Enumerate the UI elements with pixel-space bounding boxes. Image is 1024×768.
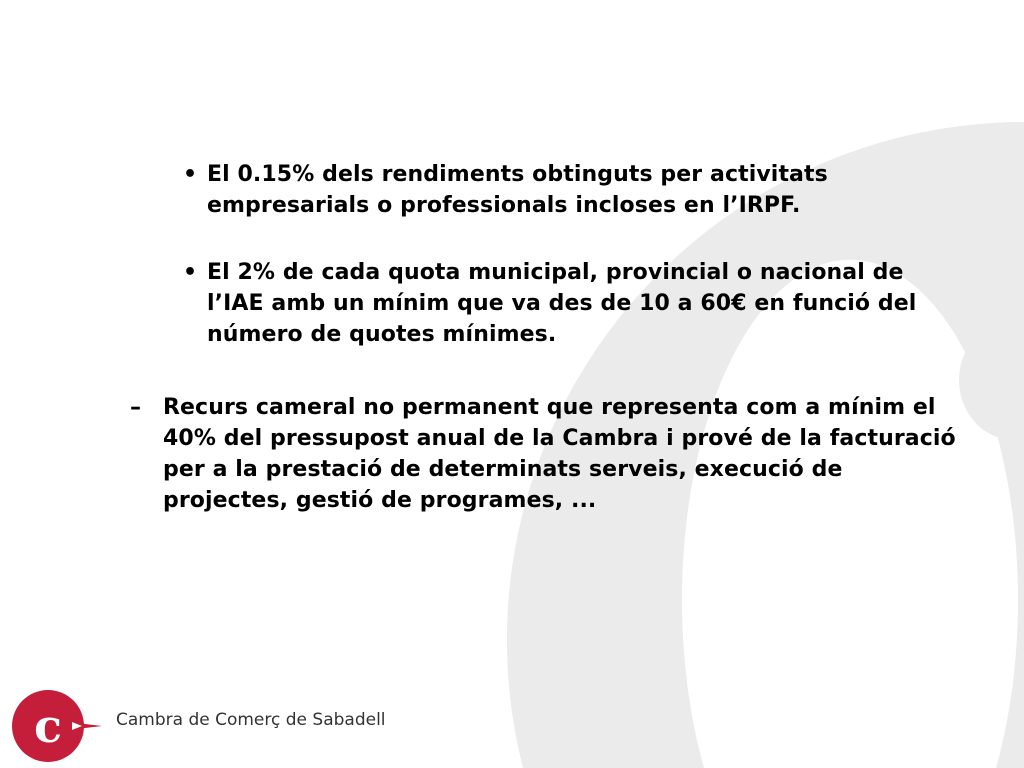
logo-text: Cambra de Comerç de Sabadell — [116, 710, 386, 730]
bullet-icon: • — [183, 162, 198, 187]
bullet-item: El 2% de cada quota municipal, provincia… — [207, 260, 917, 347]
bullet-item: El 0.15% dels rendiments obtinguts per a… — [207, 162, 828, 218]
dash-item: Recurs cameral no permanent que represen… — [163, 395, 956, 513]
svg-text:c: c — [34, 699, 62, 753]
dash-icon: – — [130, 395, 141, 420]
bullet-icon: • — [183, 260, 198, 285]
cambra-logo-icon: c — [12, 690, 102, 762]
